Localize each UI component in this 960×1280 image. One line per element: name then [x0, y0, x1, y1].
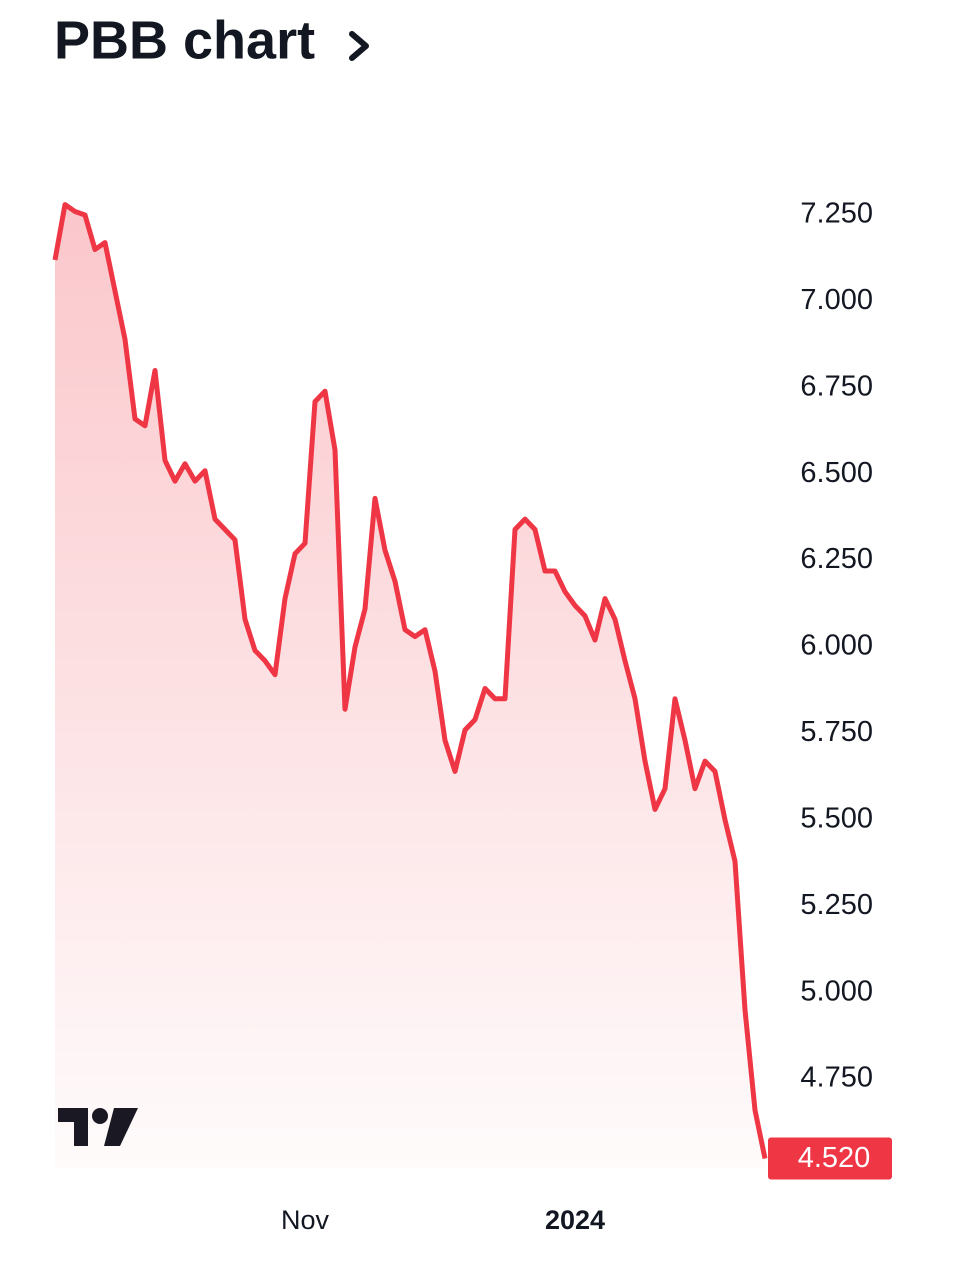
- last-price-badge: [768, 1137, 892, 1180]
- y-tick-label: 6.500: [800, 457, 873, 489]
- y-tick-label: 6.250: [800, 543, 873, 575]
- y-tick-label: 5.000: [800, 975, 873, 1007]
- y-tick-label: 5.500: [800, 802, 873, 834]
- x-tick-label: 2024: [545, 1205, 605, 1235]
- area-fill: [55, 204, 765, 1169]
- y-tick-label: 6.000: [800, 630, 873, 662]
- x-tick-label: Nov: [281, 1205, 330, 1235]
- price-line: [52, 202, 768, 1160]
- chart-title[interactable]: PBB chart: [54, 10, 315, 70]
- last-price-label: 4.520: [798, 1142, 871, 1174]
- y-tick-label: 5.250: [800, 889, 873, 921]
- y-tick-label: 7.250: [800, 198, 873, 230]
- chevron-icon[interactable]: [349, 31, 369, 61]
- y-tick-label: 7.000: [800, 284, 873, 316]
- y-tick-label: 4.750: [800, 1062, 873, 1094]
- y-tick-label: 6.750: [800, 370, 873, 402]
- y-tick-label: 5.750: [800, 716, 873, 748]
- title-link[interactable]: PBB chart: [54, 10, 369, 70]
